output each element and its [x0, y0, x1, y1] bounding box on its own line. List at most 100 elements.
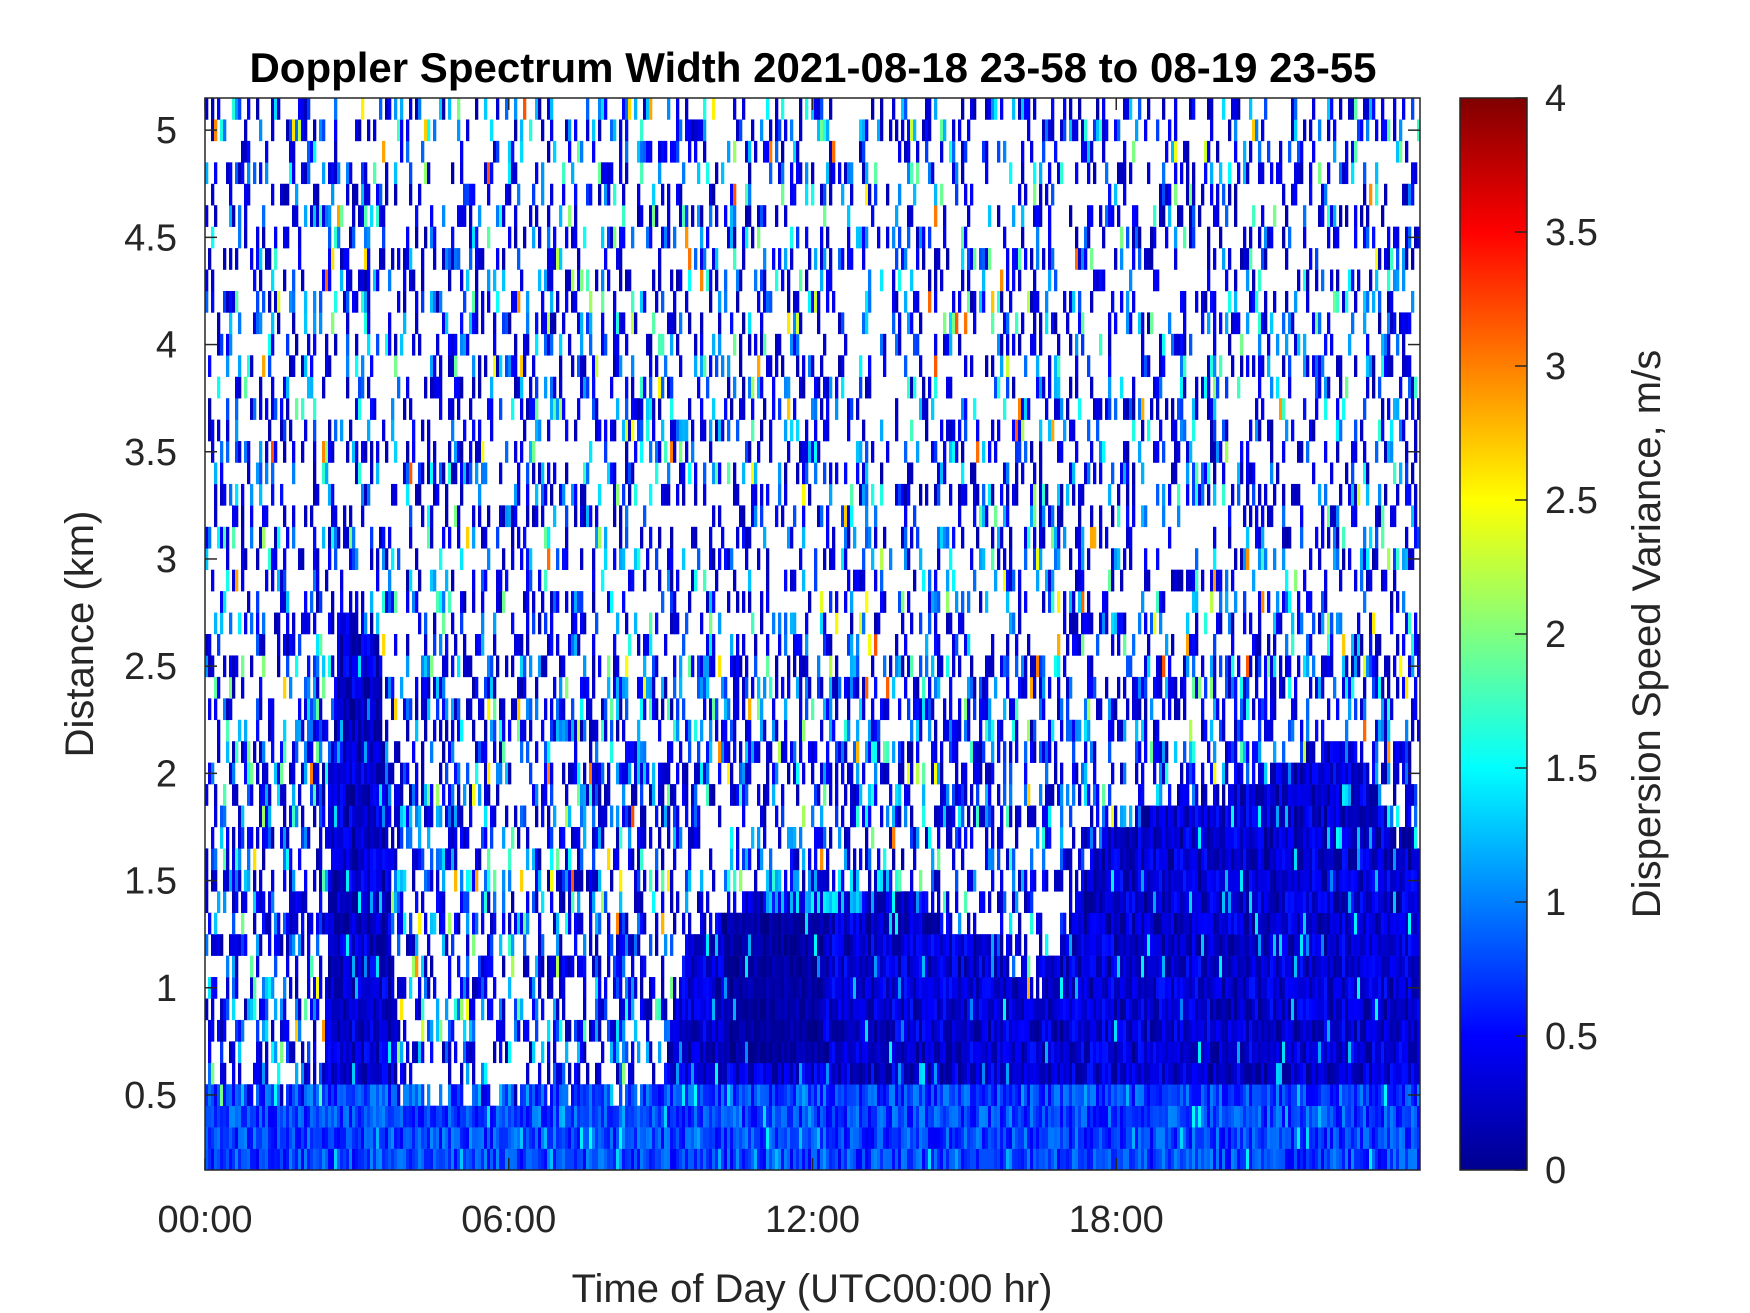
heatmap-cell	[700, 912, 704, 935]
heatmap-cell	[775, 1019, 779, 1042]
heatmap-cell	[343, 848, 347, 871]
heatmap-cell	[400, 869, 404, 892]
heatmap-cell	[745, 998, 749, 1021]
heatmap-cell	[664, 762, 668, 785]
heatmap-cell	[682, 1148, 686, 1171]
heatmap-cell	[661, 591, 665, 613]
heatmap-cell	[712, 1084, 716, 1106]
heatmap-cell	[598, 655, 602, 678]
heatmap-cell	[553, 1062, 557, 1085]
heatmap-cell	[667, 1019, 671, 1042]
heatmap-cell	[253, 977, 257, 999]
heatmap-cell	[637, 1148, 641, 1171]
heatmap-cell	[601, 1041, 605, 1064]
heatmap-cell	[655, 548, 659, 570]
heatmap-cell	[826, 1084, 830, 1106]
heatmap-cell	[223, 698, 227, 721]
heatmap-cell	[472, 1084, 476, 1106]
heatmap-cell	[412, 1148, 416, 1171]
heatmap-cell	[736, 826, 740, 849]
heatmap-cell	[394, 1084, 398, 1106]
heatmap-cell	[799, 634, 803, 656]
heatmap-cell	[436, 1127, 440, 1149]
heatmap-cell	[766, 784, 770, 806]
heatmap-cell	[577, 719, 581, 742]
heatmap-cell	[793, 183, 797, 206]
heatmap-cell	[292, 441, 296, 463]
heatmap-cell	[319, 119, 323, 142]
heatmap-cell	[652, 183, 656, 206]
heatmap-cell	[763, 676, 767, 699]
heatmap-cell	[466, 183, 470, 206]
heatmap-cell	[784, 1084, 788, 1106]
heatmap-cell	[316, 848, 320, 871]
heatmap-cell	[244, 934, 248, 956]
heatmap-cell	[343, 526, 347, 549]
heatmap-cell	[502, 205, 506, 227]
heatmap-cell	[802, 355, 806, 378]
heatmap-cell	[607, 934, 611, 956]
heatmap-cell	[346, 955, 350, 978]
heatmap-cell	[826, 741, 830, 763]
heatmap-cell	[838, 1148, 842, 1171]
heatmap-cell	[547, 312, 551, 335]
heatmap-cell	[577, 826, 581, 849]
heatmap-cell	[595, 1105, 599, 1128]
heatmap-cell	[478, 483, 482, 506]
heatmap-cell	[829, 634, 833, 656]
heatmap-cell	[490, 655, 494, 678]
heatmap-cell	[472, 312, 476, 335]
heatmap-cell	[439, 462, 443, 485]
heatmap-cell	[538, 1105, 542, 1128]
heatmap-cell	[796, 891, 800, 914]
heatmap-cell	[229, 290, 233, 313]
heatmap-cell	[772, 955, 776, 978]
heatmap-cell	[736, 1084, 740, 1106]
heatmap-cell	[406, 934, 410, 956]
heatmap-cell	[520, 376, 524, 399]
heatmap-cell	[562, 1062, 566, 1085]
heatmap-cell	[535, 1148, 539, 1171]
heatmap-cell	[829, 1148, 833, 1171]
heatmap-cell	[340, 676, 344, 699]
heatmap-cell	[592, 784, 596, 806]
heatmap-cell	[364, 1062, 368, 1085]
heatmap-cell	[334, 1148, 338, 1171]
heatmap-cell	[406, 376, 410, 399]
heatmap-cell	[241, 505, 245, 528]
heatmap-cell	[349, 891, 353, 914]
heatmap-cell	[676, 419, 680, 442]
heatmap-cell	[769, 441, 773, 463]
heatmap-cell	[550, 826, 554, 849]
heatmap-cell	[790, 1062, 794, 1085]
heatmap-cell	[832, 955, 836, 978]
heatmap-cell	[664, 805, 668, 828]
heatmap-cell	[406, 483, 410, 506]
heatmap-cell	[670, 1019, 674, 1042]
heatmap-cell	[343, 1105, 347, 1128]
heatmap-cell	[457, 1127, 461, 1149]
heatmap-cell	[730, 634, 734, 656]
heatmap-cell	[298, 998, 302, 1021]
heatmap-cell	[715, 998, 719, 1021]
heatmap-cell	[514, 912, 518, 935]
heatmap-cell	[517, 1019, 521, 1042]
heatmap-cell	[304, 98, 308, 120]
heatmap-cell	[649, 1127, 653, 1149]
heatmap-cell	[361, 1105, 365, 1128]
heatmap-cell	[694, 1041, 698, 1064]
heatmap-cell	[784, 483, 788, 506]
heatmap-cell	[334, 419, 338, 442]
heatmap-cell	[757, 977, 761, 999]
heatmap-cell	[580, 591, 584, 613]
heatmap-cell	[235, 419, 239, 442]
heatmap-cell	[442, 698, 446, 721]
heatmap-cell	[490, 805, 494, 828]
heatmap-cell	[340, 698, 344, 721]
heatmap-cell	[634, 98, 638, 120]
heatmap-cell	[316, 1105, 320, 1128]
heatmap-cell	[427, 441, 431, 463]
heatmap-cell	[403, 869, 407, 892]
heatmap-cell	[352, 612, 356, 635]
heatmap-cell	[373, 398, 377, 420]
